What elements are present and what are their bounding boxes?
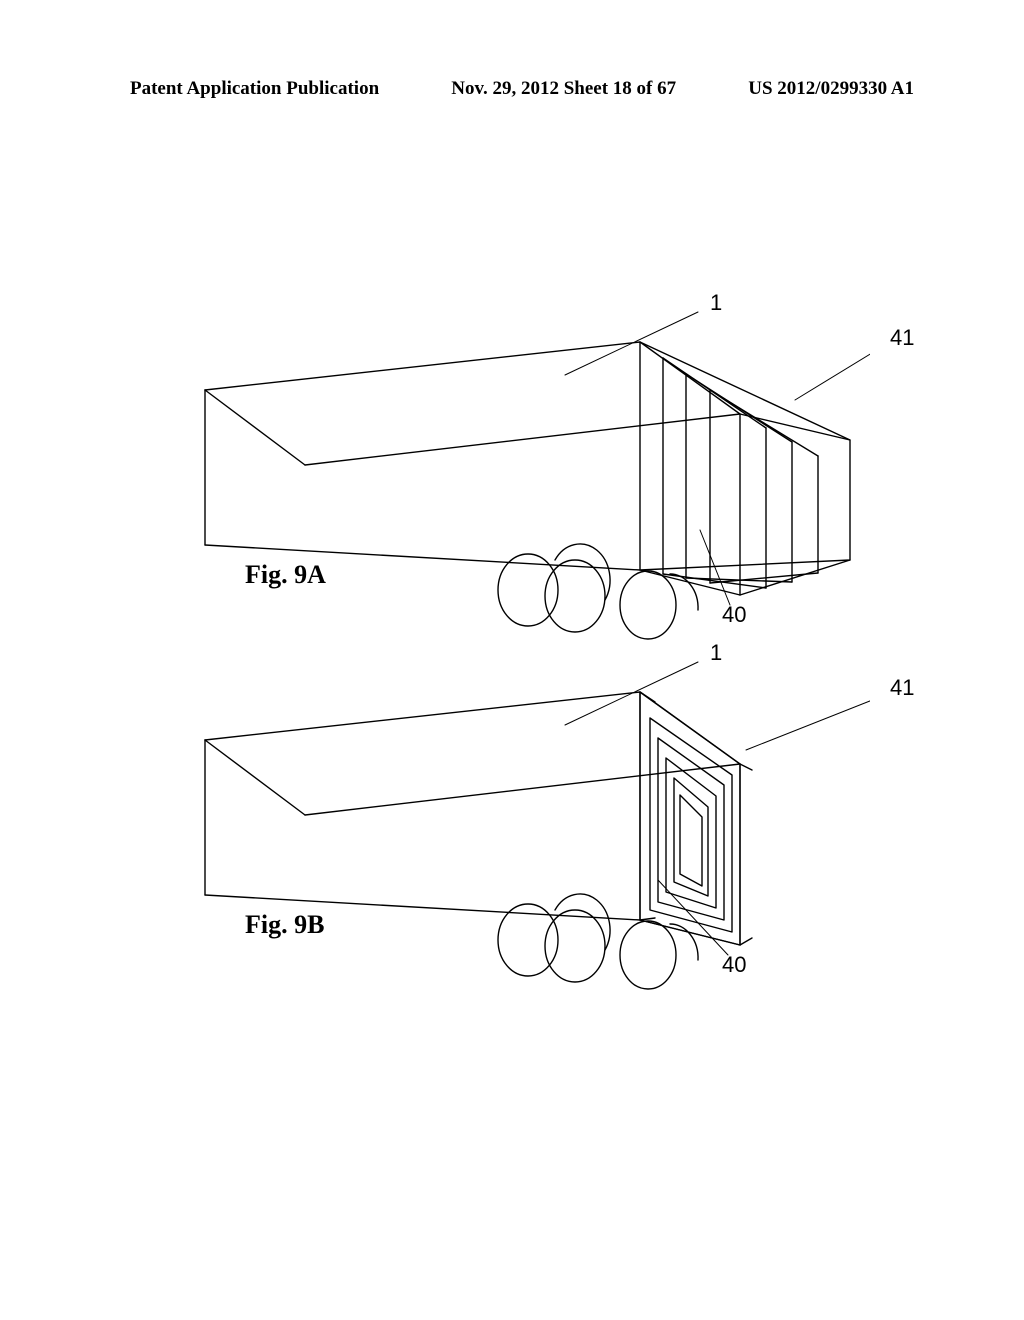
ref-40-a: 40 [722,602,746,628]
header-center: Nov. 29, 2012 Sheet 18 of 67 [451,78,676,100]
header-right: US 2012/0299330 A1 [748,78,914,100]
header-left: Patent Application Publication [130,78,379,100]
fig-9a-label: Fig. 9A [245,560,326,590]
page-header: Patent Application Publication Nov. 29, … [0,78,1024,100]
fig-9b-label: Fig. 9B [245,910,324,940]
ref-41-a: 41 [890,325,914,351]
ref-40-b: 40 [722,952,746,978]
ref-1-a: 1 [710,290,722,316]
drawing-area: Fig. 9A Fig. 9B 1 41 40 1 41 40 [150,270,870,990]
ref-41-b: 41 [890,675,914,701]
ref-1-b: 1 [710,640,722,666]
